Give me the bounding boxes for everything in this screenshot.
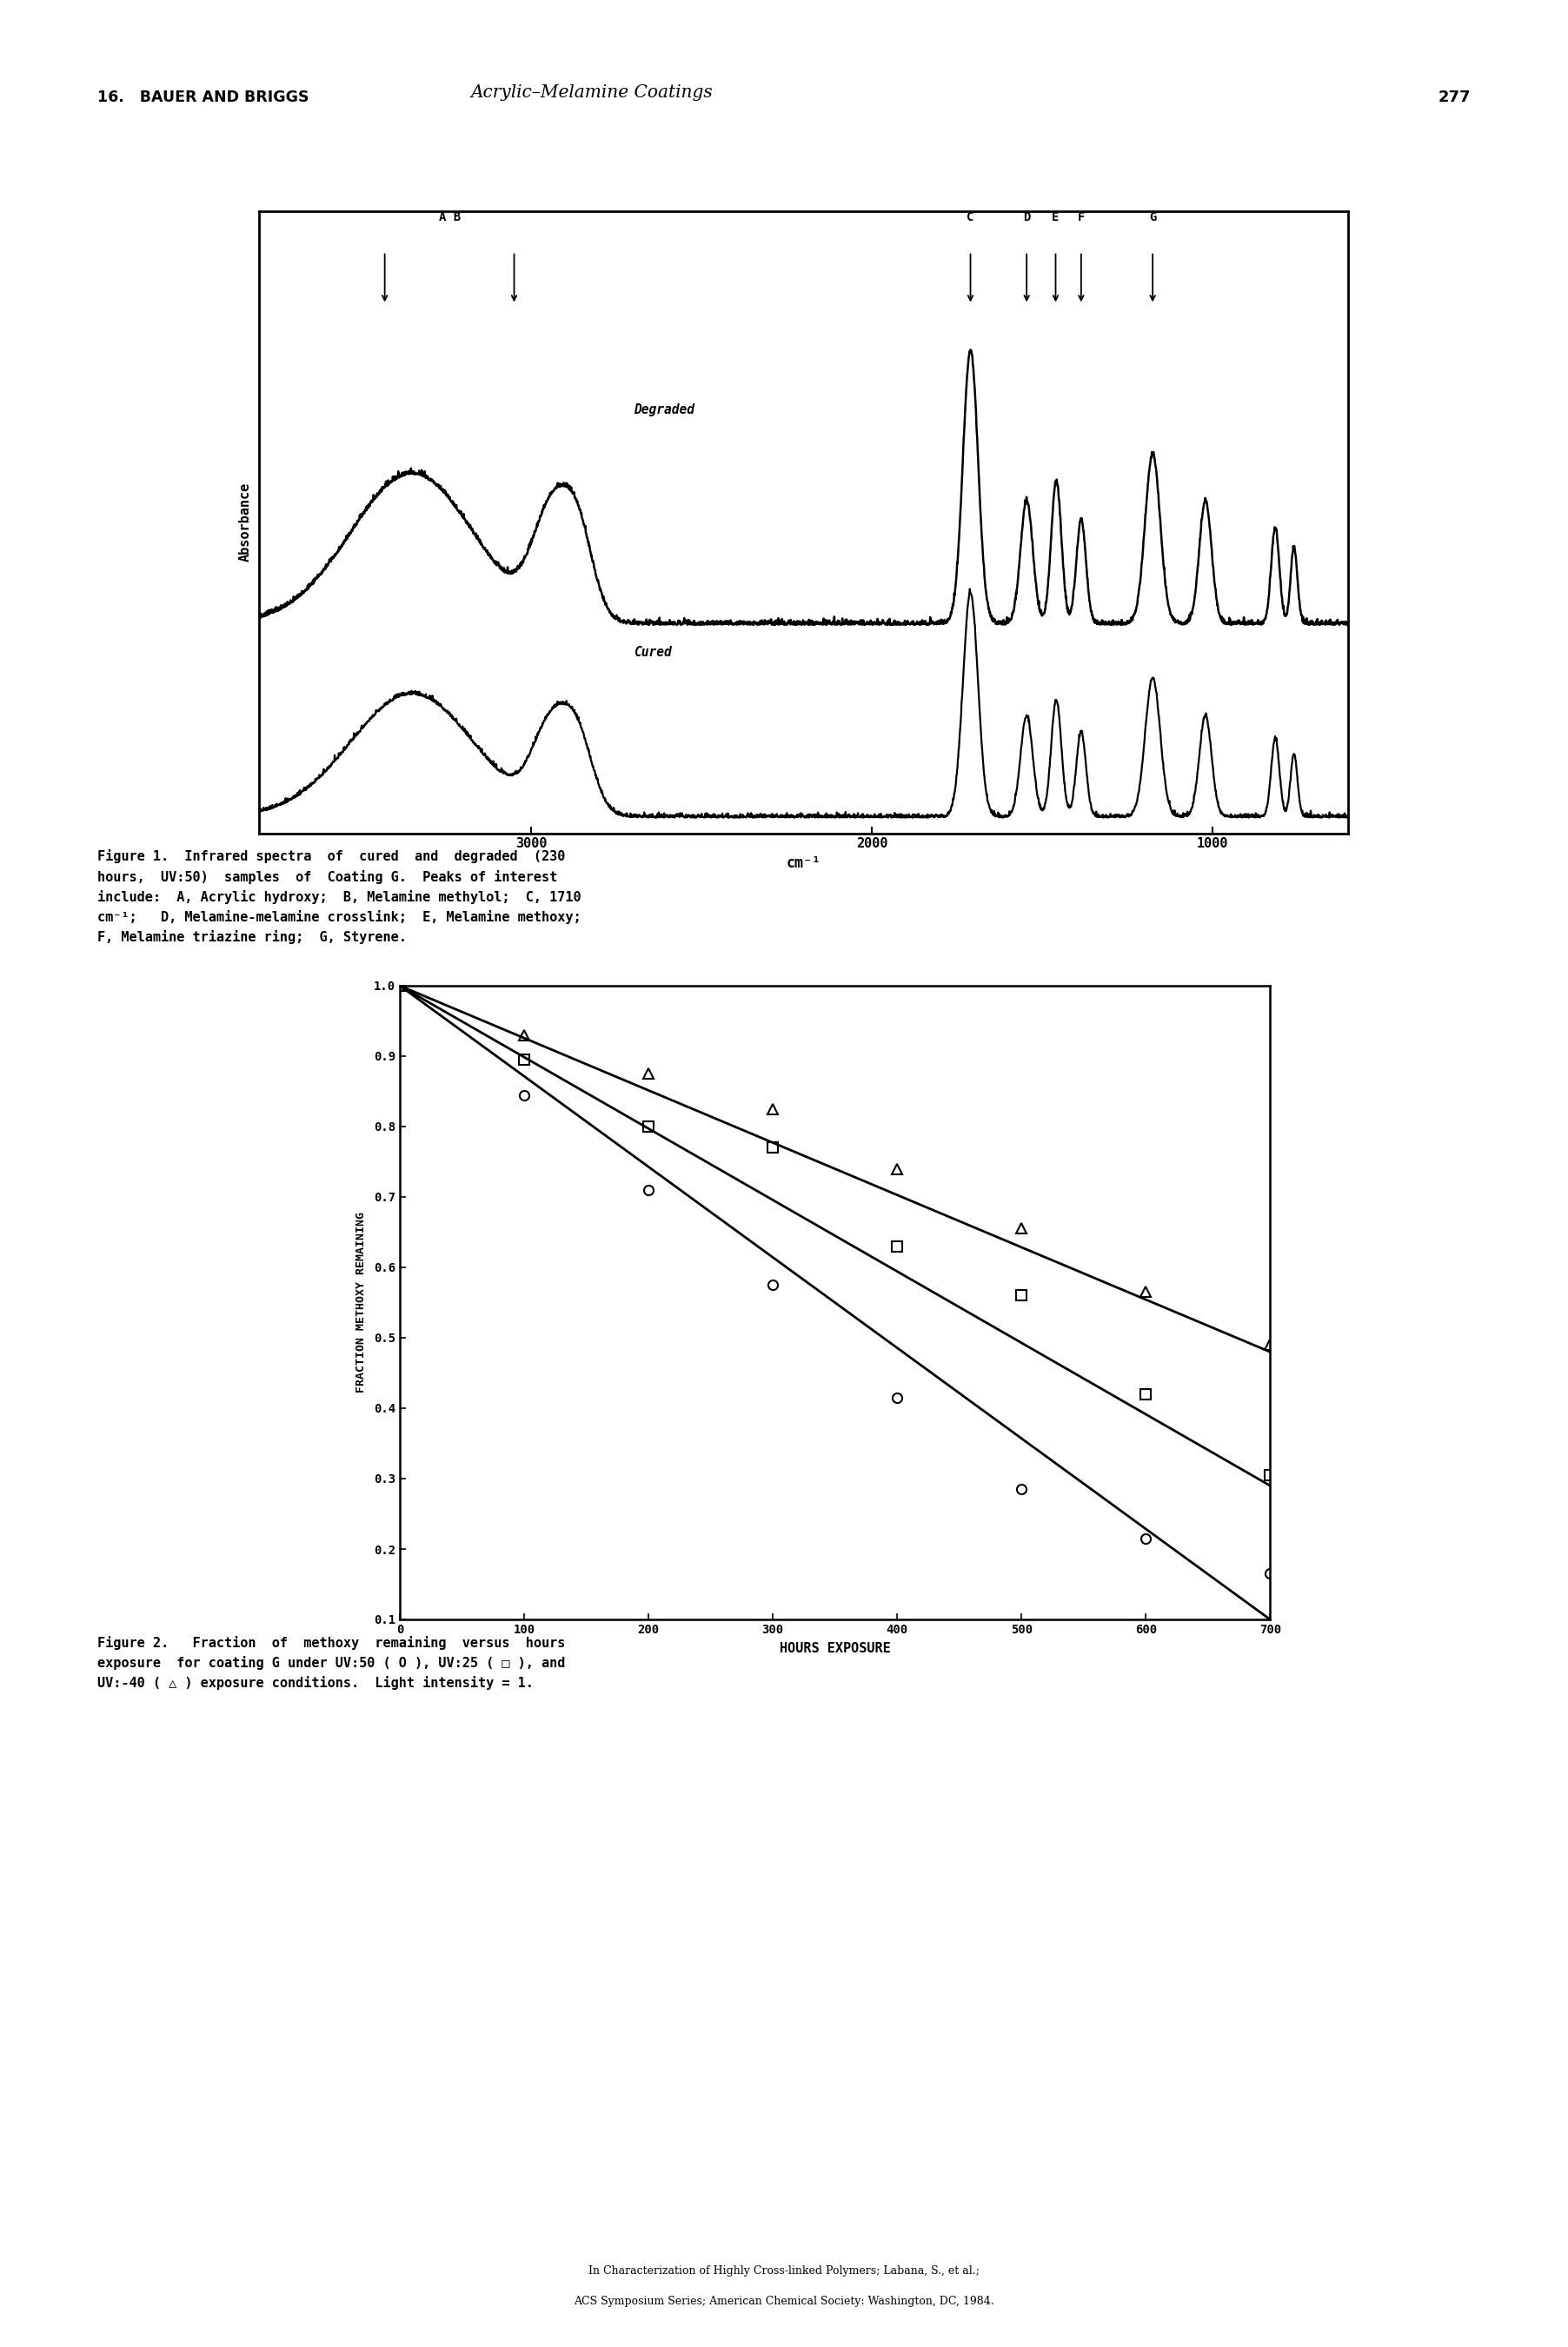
Text: E: E — [1052, 211, 1060, 223]
Text: Degraded: Degraded — [633, 404, 695, 415]
Text: ACS Symposium Series; American Chemical Society: Washington, DC, 1984.: ACS Symposium Series; American Chemical … — [574, 2295, 994, 2307]
Text: A B: A B — [439, 211, 461, 223]
X-axis label: cm⁻¹: cm⁻¹ — [786, 854, 822, 871]
Text: 277: 277 — [1438, 89, 1471, 106]
Text: G: G — [1149, 211, 1156, 223]
Y-axis label: FRACTION METHOXY REMAINING: FRACTION METHOXY REMAINING — [356, 1211, 367, 1394]
Text: Acrylic–Melamine Coatings: Acrylic–Melamine Coatings — [470, 84, 713, 101]
Text: Figure 2.   Fraction  of  methoxy  remaining  versus  hours
exposure  for coatin: Figure 2. Fraction of methoxy remaining … — [97, 1636, 564, 1690]
Text: Figure 1.  Infrared spectra  of  cured  and  degraded  (230
hours,  UV:50)  samp: Figure 1. Infrared spectra of cured and … — [97, 850, 582, 943]
Text: D: D — [1022, 211, 1030, 223]
Text: In Characterization of Highly Cross-linked Polymers; Labana, S., et al.;: In Characterization of Highly Cross-link… — [588, 2265, 980, 2277]
Text: C: C — [967, 211, 974, 223]
X-axis label: HOURS EXPOSURE: HOURS EXPOSURE — [779, 1643, 891, 1655]
Y-axis label: Absorbance: Absorbance — [238, 483, 251, 561]
Text: 16.   BAUER AND BRIGGS: 16. BAUER AND BRIGGS — [97, 89, 309, 106]
Text: Cured: Cured — [633, 645, 671, 660]
Text: F: F — [1077, 211, 1085, 223]
